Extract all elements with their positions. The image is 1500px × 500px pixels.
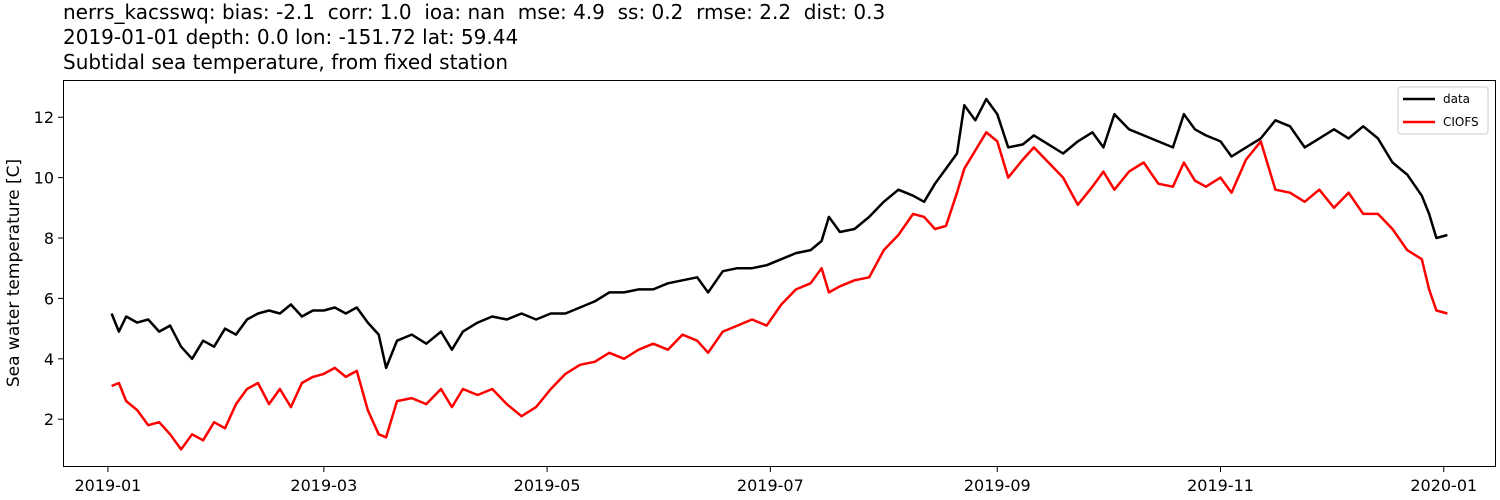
x-tick-label: 2019-09 bbox=[964, 476, 1031, 495]
series-layer bbox=[110, 97, 1448, 451]
series-line-data bbox=[110, 97, 1448, 370]
y-tick-label: 4 bbox=[44, 350, 54, 369]
x-tick-label: 2019-11 bbox=[1187, 476, 1254, 495]
legend-label-data: data bbox=[1443, 92, 1470, 106]
x-tick-label: 2019-01 bbox=[74, 476, 141, 495]
x-tick-label: 2020-01 bbox=[1410, 476, 1477, 495]
y-tick-label: 2 bbox=[44, 410, 54, 429]
series-line-ciofs bbox=[111, 131, 1448, 451]
x-tick-label: 2019-07 bbox=[737, 476, 804, 495]
y-tick-label: 8 bbox=[44, 229, 54, 248]
y-tick-label: 10 bbox=[34, 169, 54, 188]
title-description-line: Subtidal sea temperature, from fixed sta… bbox=[63, 50, 508, 74]
x-axis: 2019-01 2019-03 2019-05 2019-07 2019-09 2019-… bbox=[74, 466, 1477, 495]
chart-title-block: nerrs_kacsswq: bias: -2.1 corr: 1.0 ioa:… bbox=[63, 0, 885, 75]
legend-label-ciofs: CIOFS bbox=[1443, 115, 1479, 129]
legend: data CIOFS bbox=[1397, 86, 1489, 135]
x-tick-label: 2019-05 bbox=[514, 476, 581, 495]
title-stats-line: nerrs_kacsswq: bias: -2.1 corr: 1.0 ioa:… bbox=[63, 0, 886, 24]
axes-frame bbox=[63, 80, 1496, 467]
y-axis: 2 4 6 8 10 12 bbox=[34, 108, 64, 429]
y-tick-label: 6 bbox=[44, 289, 54, 308]
x-tick-label: 2019-03 bbox=[290, 476, 357, 495]
y-tick-label: 12 bbox=[34, 108, 54, 127]
title-location-line: 2019-01-01 depth: 0.0 lon: -151.72 lat: … bbox=[63, 25, 519, 49]
y-axis-label: Sea water temperature [C] bbox=[4, 159, 24, 387]
